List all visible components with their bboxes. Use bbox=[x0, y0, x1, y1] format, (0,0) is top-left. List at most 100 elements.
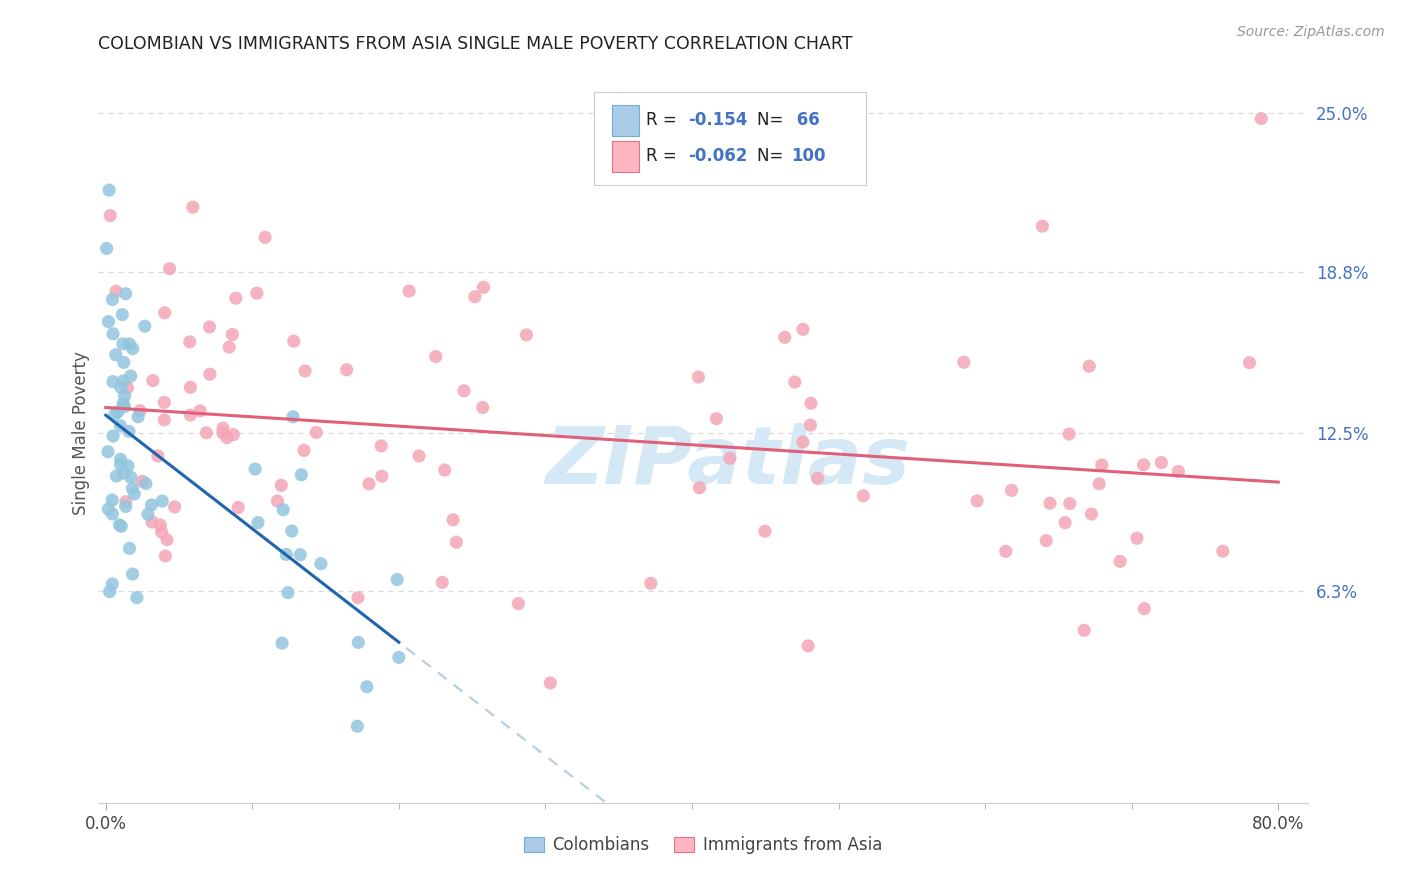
Point bbox=[385, 573, 408, 587]
Point bbox=[114, 286, 136, 301]
Point bbox=[276, 548, 298, 562]
Point bbox=[508, 597, 530, 611]
Point bbox=[118, 541, 141, 556]
Point bbox=[101, 507, 124, 521]
Point bbox=[464, 290, 486, 304]
Point bbox=[1167, 465, 1189, 479]
Point bbox=[121, 567, 143, 582]
Point bbox=[121, 342, 143, 356]
Point bbox=[1057, 427, 1080, 442]
Text: R =: R = bbox=[647, 147, 682, 165]
Point bbox=[797, 639, 820, 653]
Point bbox=[110, 380, 132, 394]
Point bbox=[472, 280, 495, 294]
Point bbox=[136, 508, 159, 522]
Point bbox=[153, 306, 176, 320]
Point bbox=[179, 380, 201, 394]
Point bbox=[1000, 483, 1022, 498]
Point bbox=[1239, 356, 1261, 370]
Point bbox=[453, 384, 475, 398]
Point bbox=[105, 469, 128, 483]
Bar bbox=[613, 141, 638, 172]
Point bbox=[121, 482, 143, 496]
Point bbox=[254, 230, 277, 244]
Text: N=: N= bbox=[758, 147, 789, 165]
Point bbox=[225, 291, 247, 305]
Point bbox=[111, 308, 134, 322]
Point bbox=[195, 425, 218, 440]
Point bbox=[1212, 544, 1234, 558]
Point bbox=[852, 489, 875, 503]
Point bbox=[408, 449, 430, 463]
Point bbox=[773, 330, 796, 344]
Point bbox=[112, 355, 135, 369]
Point bbox=[188, 404, 211, 418]
Point bbox=[270, 478, 292, 492]
Point bbox=[309, 557, 332, 571]
Point bbox=[134, 319, 156, 334]
Point bbox=[226, 500, 249, 515]
Point bbox=[706, 411, 728, 425]
Point bbox=[292, 443, 315, 458]
Point bbox=[198, 368, 221, 382]
Point bbox=[538, 676, 561, 690]
Point bbox=[718, 451, 741, 466]
Point bbox=[222, 427, 245, 442]
Text: -0.154: -0.154 bbox=[689, 112, 748, 129]
Point bbox=[371, 469, 394, 483]
Point bbox=[179, 408, 201, 422]
Point bbox=[179, 334, 201, 349]
Point bbox=[290, 467, 312, 482]
Text: Source: ZipAtlas.com: Source: ZipAtlas.com bbox=[1237, 25, 1385, 39]
Legend: Colombians, Immigrants from Asia: Colombians, Immigrants from Asia bbox=[517, 830, 889, 861]
Point bbox=[212, 421, 235, 435]
Point bbox=[135, 476, 157, 491]
Point bbox=[105, 285, 128, 299]
Point bbox=[129, 404, 152, 418]
Point bbox=[1059, 496, 1081, 510]
Point bbox=[243, 462, 266, 476]
Point bbox=[112, 400, 135, 414]
Point bbox=[471, 401, 494, 415]
Point bbox=[153, 395, 176, 409]
Point bbox=[104, 407, 127, 421]
Point bbox=[271, 636, 294, 650]
Point bbox=[115, 494, 138, 508]
Point bbox=[792, 435, 814, 450]
Text: -0.062: -0.062 bbox=[689, 147, 748, 165]
Point bbox=[294, 364, 316, 378]
Point bbox=[799, 417, 821, 432]
Point bbox=[96, 242, 118, 256]
Text: 100: 100 bbox=[792, 147, 825, 165]
Point bbox=[1091, 458, 1114, 472]
Point bbox=[800, 396, 823, 410]
Point bbox=[159, 261, 181, 276]
Point bbox=[114, 500, 136, 514]
Point bbox=[640, 576, 662, 591]
Point bbox=[163, 500, 186, 514]
Point bbox=[211, 425, 233, 440]
Point bbox=[131, 474, 153, 488]
Point bbox=[156, 533, 179, 547]
Point bbox=[101, 293, 124, 307]
Point bbox=[1126, 531, 1149, 545]
Point bbox=[101, 326, 124, 341]
Point bbox=[153, 413, 176, 427]
Point bbox=[246, 516, 269, 530]
Point bbox=[1150, 456, 1173, 470]
Point bbox=[218, 340, 240, 354]
Point bbox=[347, 591, 370, 605]
Point bbox=[108, 518, 131, 533]
Point bbox=[1031, 219, 1053, 234]
Point bbox=[281, 524, 304, 538]
Text: COLOMBIAN VS IMMIGRANTS FROM ASIA SINGLE MALE POVERTY CORRELATION CHART: COLOMBIAN VS IMMIGRANTS FROM ASIA SINGLE… bbox=[98, 35, 853, 53]
Bar bbox=[613, 104, 638, 136]
Point bbox=[432, 575, 454, 590]
Point bbox=[124, 487, 146, 501]
Point bbox=[101, 577, 124, 591]
Point bbox=[141, 498, 163, 512]
Point bbox=[215, 431, 238, 445]
Point bbox=[98, 584, 121, 599]
Point bbox=[388, 650, 411, 665]
Point bbox=[1088, 476, 1111, 491]
